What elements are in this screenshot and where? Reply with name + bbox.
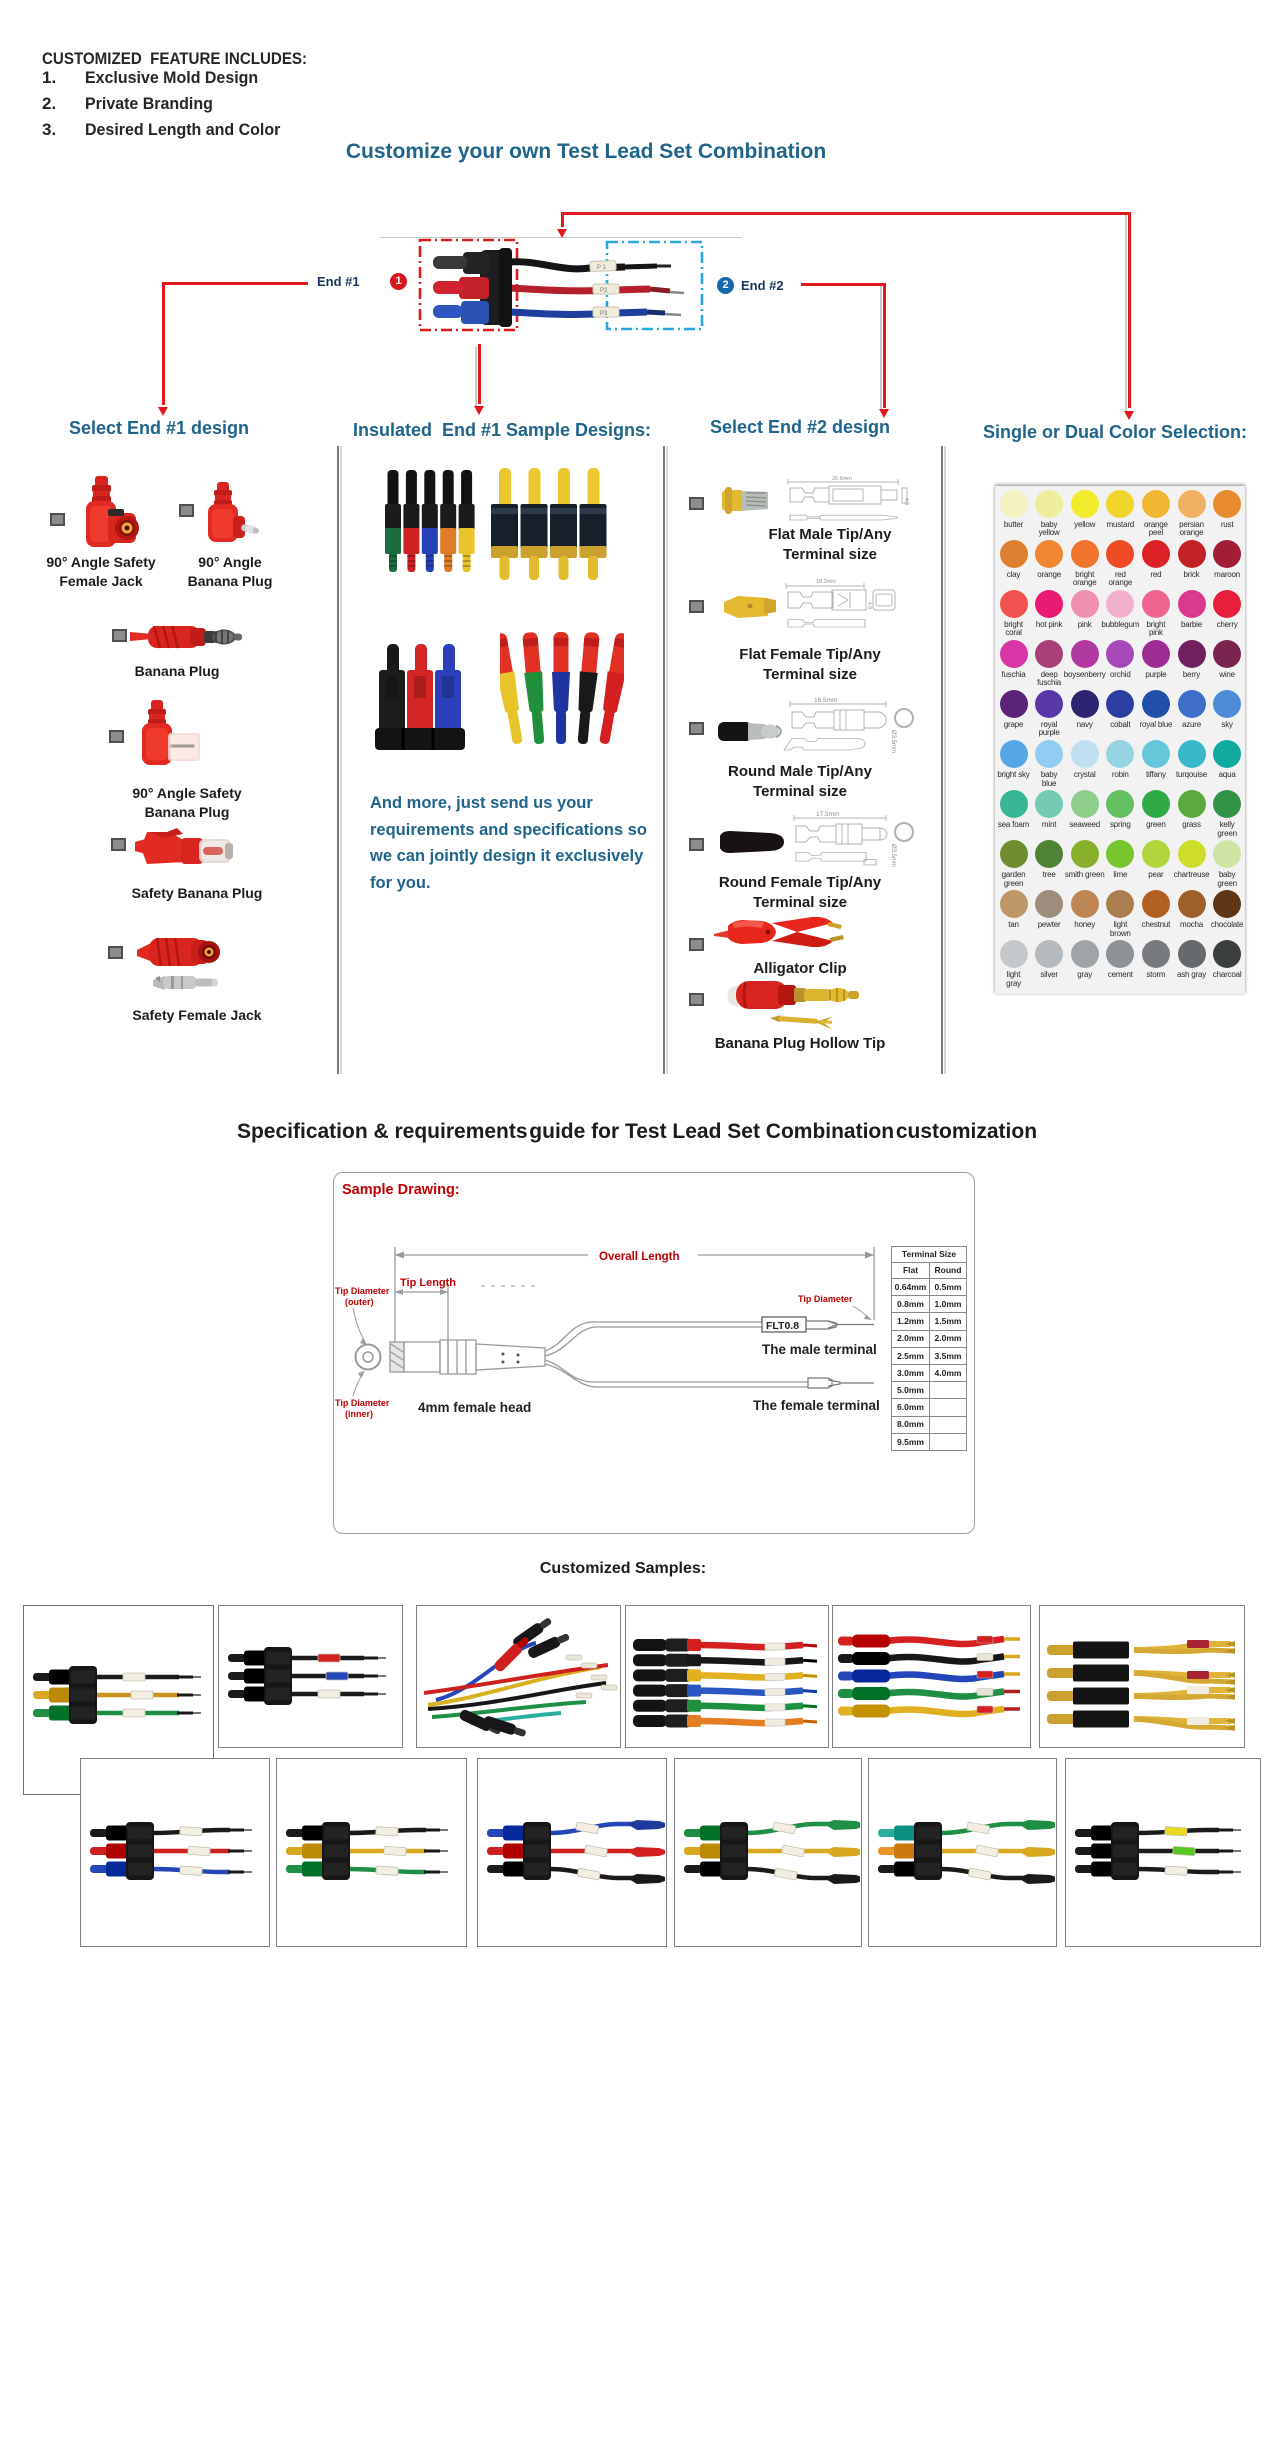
svg-text:(outer): (outer) bbox=[345, 1297, 374, 1307]
svg-text:4.8: 4.8 bbox=[903, 498, 909, 505]
svg-text:FLT0.8: FLT0.8 bbox=[766, 1320, 799, 1332]
svg-text:P2: P2 bbox=[600, 288, 608, 294]
svg-text:(inner): (inner) bbox=[345, 1409, 373, 1419]
svg-text:26.6mm: 26.6mm bbox=[832, 476, 852, 482]
svg-text:P3: P3 bbox=[600, 311, 608, 317]
svg-text:Ø3.5mm: Ø3.5mm bbox=[890, 730, 896, 753]
svg-text:4mm female head: 4mm female head bbox=[418, 1400, 531, 1415]
svg-text:Sample Drawing:: Sample Drawing: bbox=[342, 1182, 460, 1198]
svg-text:Tip Diameter: Tip Diameter bbox=[798, 1294, 853, 1304]
svg-text:16.5mm: 16.5mm bbox=[814, 697, 837, 704]
svg-text:Tip Diameter: Tip Diameter bbox=[335, 1286, 390, 1296]
svg-text:17.5mm: 17.5mm bbox=[816, 811, 839, 818]
svg-text:The male terminal: The male terminal bbox=[762, 1342, 877, 1357]
svg-text:P 1: P 1 bbox=[597, 265, 607, 271]
svg-text:Overall Length: Overall Length bbox=[599, 1251, 680, 1263]
svg-text:Tip Diameter: Tip Diameter bbox=[335, 1398, 390, 1408]
svg-text:Ø3.5mm: Ø3.5mm bbox=[890, 844, 896, 867]
svg-text:4.8: 4.8 bbox=[866, 602, 872, 609]
svg-text:Tip Length: Tip Length bbox=[400, 1277, 456, 1289]
svg-text:18.2mm: 18.2mm bbox=[816, 579, 836, 585]
svg-text:The female terminal: The female terminal bbox=[753, 1398, 880, 1413]
